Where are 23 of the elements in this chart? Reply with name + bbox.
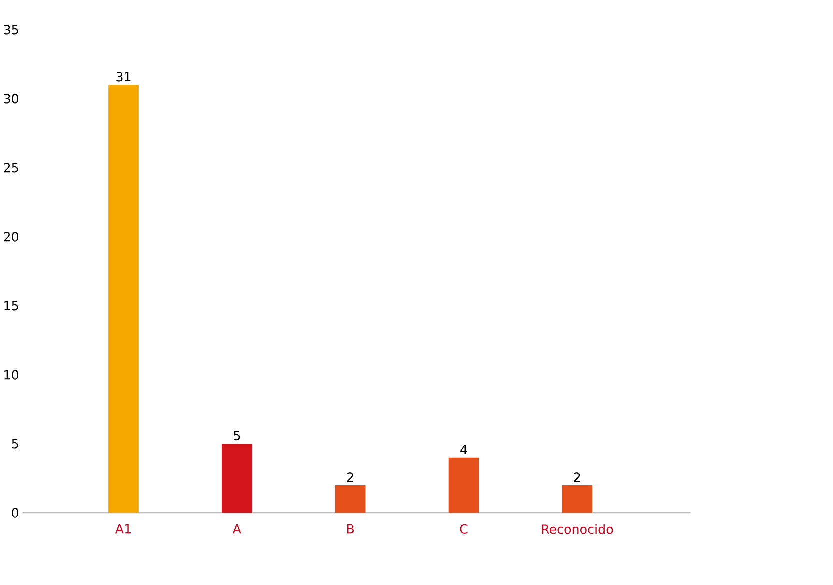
- bar: [562, 486, 593, 514]
- bar: [222, 444, 252, 514]
- data-label: 31: [116, 72, 131, 82]
- y-tick-label: 15: [4, 301, 18, 311]
- x-tick-label: Reconocido: [542, 524, 614, 534]
- y-tick-label: 30: [4, 94, 19, 104]
- bar: [448, 458, 480, 514]
- data-label: 5: [234, 431, 240, 441]
- x-tick-label: A: [232, 524, 242, 534]
- y-tick-label: 10: [4, 370, 19, 380]
- y-tick-label: 0: [12, 508, 19, 518]
- data-label: 2: [347, 472, 354, 482]
- data-label: 2: [574, 472, 580, 482]
- bar: [108, 85, 139, 514]
- x-tick-label: C: [460, 524, 468, 534]
- x-tick-label: A1: [115, 524, 131, 534]
- y-tick-label: 20: [4, 232, 19, 242]
- y-tick-label: 5: [12, 439, 18, 449]
- y-tick-label: 25: [4, 163, 18, 173]
- y-tick-label: 35: [4, 25, 18, 35]
- bar: [335, 486, 366, 514]
- x-tick-label: B: [347, 524, 354, 534]
- data-label: 4: [460, 445, 468, 454]
